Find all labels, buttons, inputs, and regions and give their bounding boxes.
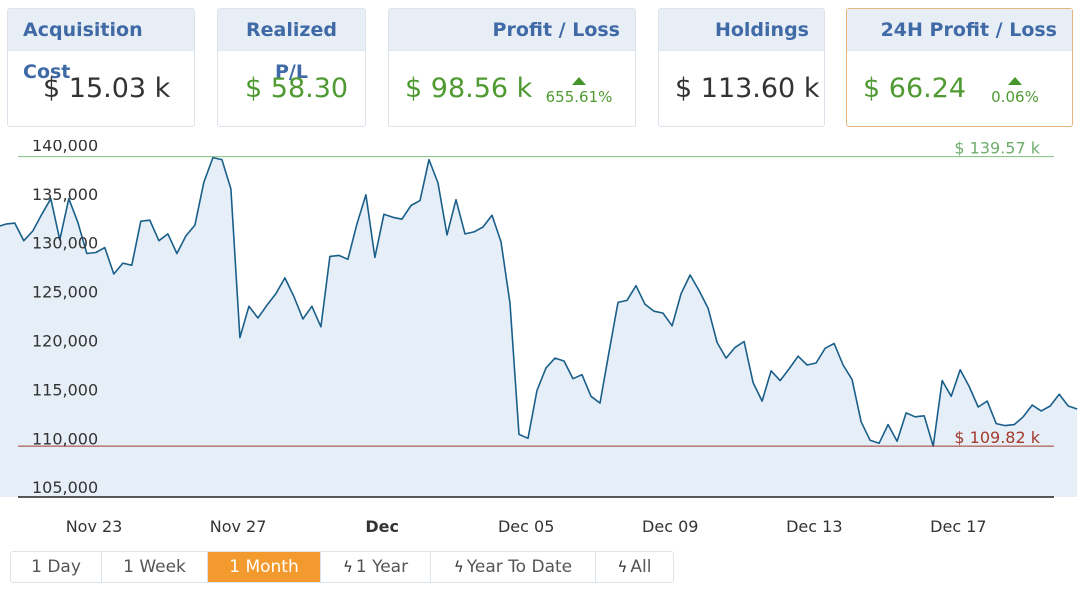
y-axis: 105,000 110,000 115,000 120,000 125,000 130,0… — [32, 140, 98, 497]
change-indicator: 655.61% — [539, 77, 619, 106]
y-tick-label: 110,000 — [32, 429, 98, 448]
card-value: $ 98.56 k — [405, 73, 533, 104]
series-line — [0, 156, 1078, 447]
change-percent: 655.61% — [545, 88, 613, 106]
arrow-up-icon — [572, 77, 586, 85]
range-1-week-button[interactable]: 1 Week — [102, 552, 208, 582]
card-value: $ 66.24 — [863, 73, 967, 104]
card-title: Acquisition Cost — [8, 9, 194, 83]
range-label: All — [630, 557, 652, 577]
kpi-card-holdings: Holdings $ 113.60 k — [658, 8, 825, 127]
portfolio-value-chart[interactable]: $ 139.57 k $ 109.82 k 105,000 110,000 115,0… — [0, 140, 1080, 545]
x-tick-label: Nov 23 — [66, 517, 123, 536]
card-title: 24H Profit / Loss — [847, 9, 1072, 51]
kpi-card-acquisition-cost: Acquisition Cost $ 15.03 k — [7, 8, 195, 127]
x-tick-label: Nov 27 — [210, 517, 267, 536]
kpi-card-24h-profit-loss: 24H Profit / Loss $ 66.24 0.06% — [846, 8, 1073, 127]
bolt-icon: ϟ — [617, 558, 628, 576]
card-title: Holdings — [659, 9, 824, 51]
x-tick-label: Dec 13 — [786, 517, 842, 536]
card-value: $ 58.30 — [245, 73, 349, 104]
reference-lines: $ 139.57 k $ 109.82 k — [18, 140, 1054, 498]
x-tick-label: Dec 17 — [930, 517, 986, 536]
change-indicator: 0.06% — [975, 77, 1055, 106]
series-area — [0, 157, 1078, 497]
range-1-month-button[interactable]: 1 Month — [208, 552, 321, 582]
y-tick-label: 120,000 — [32, 332, 98, 351]
card-value: $ 113.60 k — [675, 73, 820, 104]
x-tick-label: Dec 05 — [498, 517, 554, 536]
arrow-up-icon — [1008, 77, 1022, 85]
y-tick-label: 105,000 — [32, 478, 98, 497]
y-tick-label: 135,000 — [32, 185, 98, 204]
range-label: 1 Month — [229, 557, 299, 577]
range-year-to-date-button[interactable]: ϟ Year To Date — [431, 552, 596, 582]
range-label: 1 Week — [123, 557, 186, 577]
bolt-icon: ϟ — [453, 558, 464, 576]
card-title: Profit / Loss — [389, 9, 635, 51]
kpi-card-profit-loss: Profit / Loss $ 98.56 k 655.61% — [388, 8, 636, 127]
y-tick-label: 125,000 — [32, 283, 98, 302]
x-tick-label: Dec — [365, 517, 399, 536]
range-1-day-button[interactable]: 1 Day — [11, 552, 102, 582]
range-label: Year To Date — [466, 557, 573, 577]
card-value: $ 15.03 k — [43, 73, 171, 104]
kpi-card-realized-pl: Realized P/L $ 58.30 — [217, 8, 366, 127]
area-layer — [0, 157, 1078, 497]
x-tick-label: Dec 09 — [642, 517, 698, 536]
range-label: 1 Day — [31, 557, 81, 577]
y-tick-label: 140,000 — [32, 140, 98, 155]
range-all-button[interactable]: ϟ All — [596, 552, 673, 582]
card-title: Realized P/L — [218, 9, 365, 83]
line-layer — [0, 156, 1078, 447]
low-label: $ 109.82 k — [954, 428, 1040, 447]
range-label: 1 Year — [355, 557, 409, 577]
x-axis: Nov 23 Nov 27 Dec Dec 05 Dec 09 Dec 13 Dec 17 — [66, 517, 987, 536]
change-percent: 0.06% — [991, 88, 1039, 106]
high-label: $ 139.57 k — [954, 140, 1040, 158]
y-tick-label: 115,000 — [32, 380, 98, 399]
y-tick-label: 130,000 — [32, 234, 98, 253]
bolt-icon: ϟ — [342, 558, 353, 576]
